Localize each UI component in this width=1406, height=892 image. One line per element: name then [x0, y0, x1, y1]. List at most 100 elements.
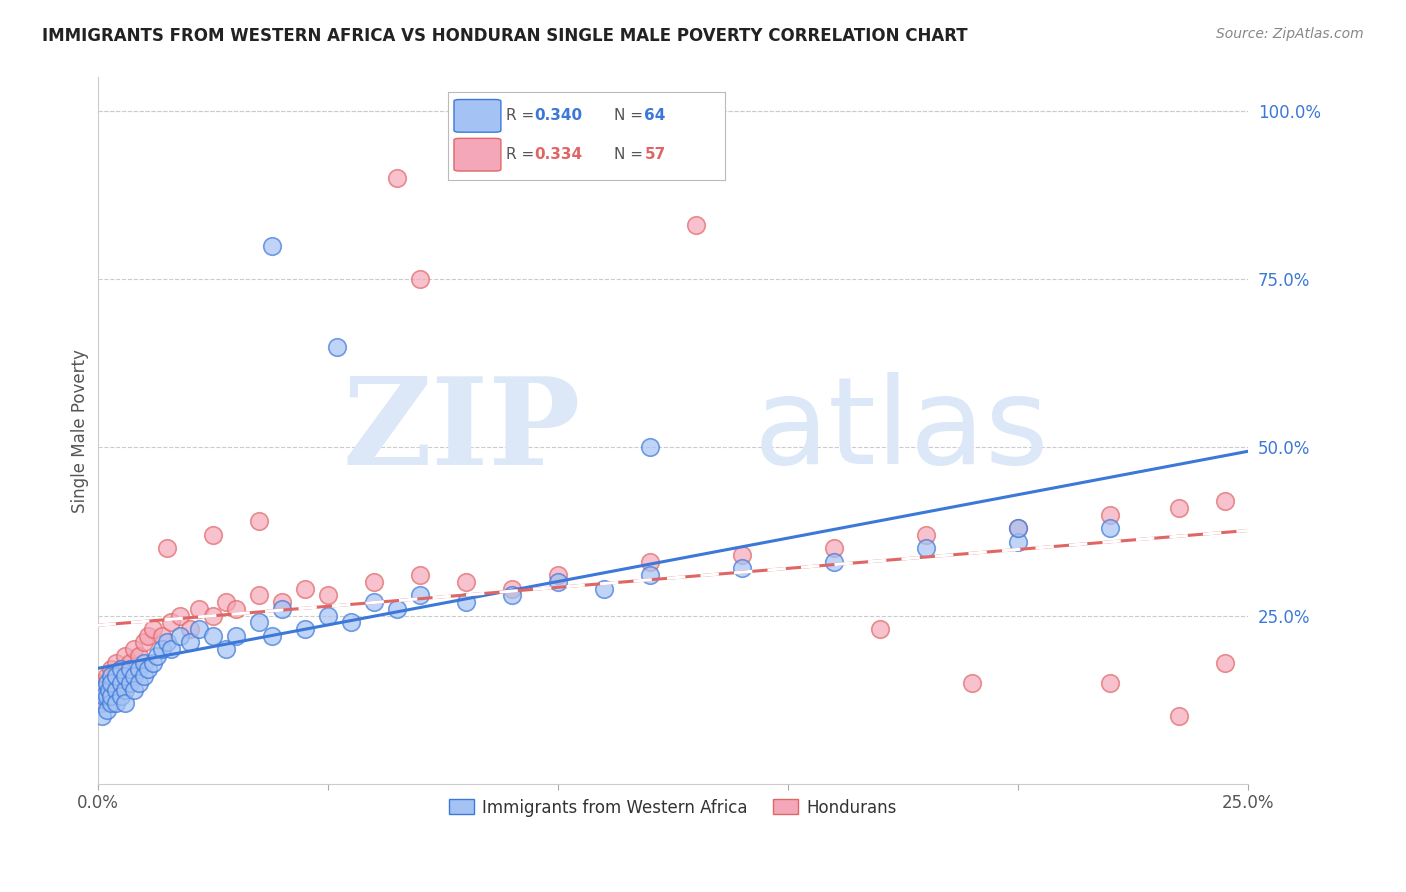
Point [128, 676, 150, 690]
Point [114, 669, 136, 683]
Y-axis label: Single Male Poverty: Single Male Poverty [72, 349, 89, 513]
Point [91, 682, 114, 697]
Point [592, 582, 614, 596]
Point [1098, 676, 1121, 690]
Point [150, 642, 173, 657]
Point [104, 696, 127, 710]
Point [132, 669, 155, 683]
Point [547, 574, 569, 589]
Point [100, 690, 122, 704]
Point [1168, 709, 1191, 723]
Point [93, 682, 115, 697]
Point [823, 541, 845, 556]
Point [118, 656, 141, 670]
Point [110, 662, 132, 676]
Point [114, 669, 136, 683]
Point [685, 219, 707, 233]
Legend: Immigrants from Western Africa, Hondurans: Immigrants from Western Africa, Honduran… [440, 790, 905, 825]
Point [247, 515, 270, 529]
Point [96, 690, 118, 704]
Point [91, 696, 114, 710]
Point [187, 622, 209, 636]
Point [142, 622, 165, 636]
Text: atlas: atlas [754, 372, 1049, 489]
Point [142, 656, 165, 670]
Point [270, 602, 292, 616]
Point [326, 339, 349, 353]
Point [100, 696, 122, 710]
Point [146, 648, 169, 663]
Point [155, 541, 177, 556]
Point [316, 588, 339, 602]
Point [731, 548, 754, 562]
Point [201, 608, 224, 623]
Point [915, 541, 938, 556]
Point [110, 690, 132, 704]
Point [408, 272, 430, 286]
Point [454, 595, 477, 609]
Point [118, 662, 141, 676]
Point [100, 669, 122, 683]
Point [270, 595, 292, 609]
Point [110, 676, 132, 690]
Point [100, 676, 122, 690]
Point [124, 642, 146, 657]
Text: ZIP: ZIP [343, 372, 581, 490]
Point [316, 608, 339, 623]
Point [104, 656, 127, 670]
Point [408, 568, 430, 582]
Point [339, 615, 361, 630]
Point [128, 662, 150, 676]
Point [638, 441, 661, 455]
Point [1098, 521, 1121, 535]
Point [408, 588, 430, 602]
Point [96, 676, 118, 690]
Point [100, 676, 122, 690]
Point [104, 669, 127, 683]
Point [93, 690, 115, 704]
Point [110, 662, 132, 676]
Point [294, 622, 316, 636]
Point [104, 669, 127, 683]
Point [96, 703, 118, 717]
Point [169, 629, 191, 643]
Point [638, 568, 661, 582]
Point [225, 602, 247, 616]
Point [454, 574, 477, 589]
Point [110, 676, 132, 690]
Point [136, 662, 159, 676]
Point [91, 709, 114, 723]
Point [1007, 521, 1029, 535]
Point [124, 682, 146, 697]
Point [1213, 656, 1236, 670]
Point [1168, 500, 1191, 515]
Point [915, 528, 938, 542]
Point [1213, 494, 1236, 508]
Point [201, 629, 224, 643]
Point [132, 656, 155, 670]
Point [160, 615, 183, 630]
Point [150, 629, 173, 643]
Point [100, 662, 122, 676]
Point [294, 582, 316, 596]
Text: Source: ZipAtlas.com: Source: ZipAtlas.com [1216, 27, 1364, 41]
Point [132, 635, 155, 649]
Point [385, 171, 408, 186]
Point [114, 696, 136, 710]
Point [128, 648, 150, 663]
Point [160, 642, 183, 657]
Point [1098, 508, 1121, 522]
Point [225, 629, 247, 643]
Point [124, 669, 146, 683]
Point [501, 582, 523, 596]
Point [547, 568, 569, 582]
Point [247, 588, 270, 602]
Point [1007, 521, 1029, 535]
Point [89, 690, 111, 704]
Point [869, 622, 891, 636]
Point [363, 595, 385, 609]
Point [385, 602, 408, 616]
Point [179, 635, 201, 649]
Point [363, 574, 385, 589]
Point [136, 629, 159, 643]
